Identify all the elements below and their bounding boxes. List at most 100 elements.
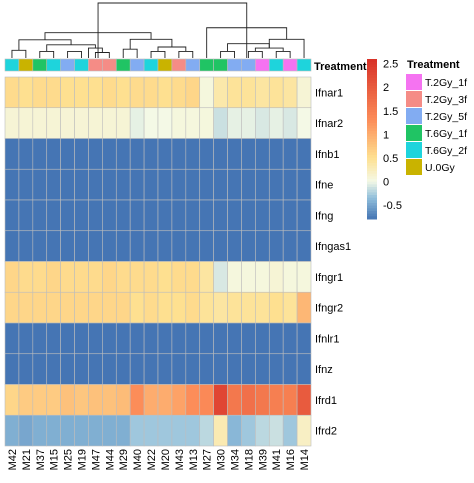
annotation-cell-M13 — [185, 58, 201, 72]
heatmap-cell-Ifrd2-M41 — [268, 414, 284, 447]
color-scale-segment — [367, 93, 377, 97]
heatmap-cell-Ifnar2-M20 — [157, 107, 173, 139]
row-label-Ifrd2: Ifrd2 — [315, 426, 337, 438]
heatmap-cell-Ifngas1-M47 — [88, 230, 103, 262]
row-label-Ifnar1: Ifnar1 — [315, 87, 343, 99]
color-scale-segment — [367, 117, 377, 121]
treatment-legend: T.2Gy_1f T.2Gy_3f T.2Gy_5f T.6Gy_1f T.6Gy_2f… — [406, 74, 467, 175]
heatmap-cell-Ifnz-M14 — [296, 353, 312, 385]
heatmap-cell-Ifng-M41 — [268, 199, 284, 232]
heatmap-cell-Ifngas1-M42 — [4, 230, 20, 262]
heatmap-cell-Ifne-M47 — [88, 168, 103, 201]
heatmap-cell-Ifngas1-M18 — [241, 230, 256, 262]
heatmap-cell-Ifnar1-M15 — [46, 76, 61, 109]
dendrogram-branch — [150, 50, 166, 58]
heatmap-cell-Ifngr1-M14 — [296, 261, 312, 293]
heatmap-cell-Ifngr1-M34 — [227, 261, 242, 293]
heatmap-cell-Ifnar2-M14 — [296, 107, 312, 139]
column-label-M22: M22 — [146, 449, 158, 470]
heatmap-cell-Ifngas1-M13 — [185, 230, 201, 262]
heatmap-cell-Ifrd2-M15 — [46, 414, 61, 447]
heatmap-cell-Ifngr2-M29 — [115, 291, 131, 324]
heatmap-cell-Ifng-M27 — [199, 199, 214, 232]
heatmap-cell-Ifne-M29 — [115, 168, 131, 201]
heatmap-cell-Ifnar1-M19 — [74, 76, 89, 109]
heatmap-cell-Ifnb1-M15 — [46, 138, 61, 170]
heatmap-cell-Ifnz-M37 — [32, 353, 48, 385]
heatmap-cell-Ifne-M25 — [60, 168, 75, 201]
color-scale-segment — [367, 173, 377, 177]
heatmap-cell-Ifnlr1-M18 — [241, 322, 256, 355]
dendrogram-branch — [94, 52, 110, 58]
heatmap-cell-Ifnb1-M16 — [282, 138, 298, 170]
heatmap-cell-Ifnb1-M21 — [18, 138, 34, 170]
dendrogram-branch — [97, 2, 248, 58]
heatmap-cell-Ifrd1-M42 — [4, 384, 20, 416]
heatmap-cell-Ifrd2-M43 — [171, 414, 187, 447]
column-label-M19: M19 — [77, 449, 89, 470]
heatmap-cell-Ifngr1-M18 — [241, 261, 256, 293]
row-label-Ifne: Ifne — [315, 180, 333, 192]
heatmap-cell-Ifnar1-M47 — [88, 76, 103, 109]
heatmap-cell-Ifnb1-M44 — [102, 138, 117, 170]
heatmap-cell-Ifnar2-M21 — [18, 107, 34, 139]
color-scale-segment — [367, 157, 377, 161]
heatmap-cell-Ifngr1-M39 — [255, 261, 270, 293]
heatmap-cell-Ifrd2-M13 — [185, 414, 201, 447]
color-scale-segment — [367, 136, 377, 140]
heatmap-cell-Ifngas1-M22 — [143, 230, 159, 262]
heatmap-cell-Ifngr1-M42 — [4, 261, 20, 293]
heatmap-cell-Ifnb1-M37 — [32, 138, 48, 170]
column-label-M29: M29 — [118, 449, 130, 470]
row-label-Ifnz: Ifnz — [315, 364, 333, 376]
legend-swatch-T.6Gy_2f — [406, 142, 422, 158]
heatmap-cell-Ifnz-M34 — [227, 353, 242, 385]
row-labels: Ifnar1 Ifnar2 Ifnb1 Ifne Ifng Ifngas1 Ifngr1 If… — [315, 87, 351, 437]
heatmap-cell-Ifng-M37 — [32, 199, 48, 232]
heatmap-cell-Ifnlr1-M20 — [157, 322, 173, 355]
heatmap-cell-Ifrd2-M25 — [60, 414, 75, 447]
heatmap-cell-Ifngr1-M20 — [157, 261, 173, 293]
heatmap-cell-Ifng-M30 — [213, 199, 228, 232]
heatmap-cell-Ifngas1-M41 — [268, 230, 284, 262]
heatmap-cell-Ifnb1-M40 — [129, 138, 145, 170]
heatmap-cell-Ifne-M41 — [268, 168, 284, 201]
annotation-cell-M25 — [60, 58, 75, 72]
color-scale-segment — [367, 197, 377, 201]
annotation-cell-M20 — [157, 58, 173, 72]
color-scale-segment — [367, 64, 377, 68]
heatmap-cell-Ifng-M42 — [4, 199, 20, 232]
heatmap-cell-Ifnz-M19 — [74, 353, 89, 385]
dendrogram-branch — [275, 50, 291, 58]
column-label-M44: M44 — [104, 449, 116, 470]
heatmap-cell-Ifng-M29 — [115, 199, 131, 232]
color-scale-segment — [367, 211, 377, 215]
heatmap-cell-Ifnlr1-M16 — [282, 322, 298, 355]
heatmap-cell-Ifng-M16 — [282, 199, 298, 232]
heatmap-cell-Ifng-M15 — [46, 199, 61, 232]
heatmap-cell-Ifngr1-M40 — [129, 261, 145, 293]
heatmap-cell-Ifngas1-M20 — [157, 230, 173, 262]
heatmap-cell-Ifnar1-M43 — [171, 76, 187, 109]
heatmap-cell-Ifrd1-M47 — [88, 384, 103, 416]
heatmap-cell-Ifngr2-M16 — [282, 291, 298, 324]
heatmap-cell-Ifnz-M29 — [115, 353, 131, 385]
heatmap-cell-Ifrd1-M25 — [60, 384, 75, 416]
heatmap-cell-Ifnb1-M30 — [213, 138, 228, 170]
heatmap-cell-Ifngr1-M13 — [185, 261, 201, 293]
heatmap-cell-Ifng-M34 — [227, 199, 242, 232]
color-scale-segment — [367, 85, 377, 89]
heatmap-cell-Ifnar2-M18 — [241, 107, 256, 139]
heatmap-cell-Ifnb1-M42 — [4, 138, 20, 170]
heatmap-cell-Ifnlr1-M34 — [227, 322, 242, 355]
heatmap-cell-Ifnz-M22 — [143, 353, 159, 385]
heatmap-cell-Ifnb1-M29 — [115, 138, 131, 170]
heatmap-cell-Ifne-M42 — [4, 168, 20, 201]
heatmap-cell-Ifrd1-M43 — [171, 384, 187, 416]
heatmap-cell-Ifnlr1-M43 — [171, 322, 187, 355]
color-scale-segment — [367, 171, 377, 175]
heatmap-cell-Ifngr1-M27 — [199, 261, 214, 293]
heatmap-cell-Ifngr2-M39 — [255, 291, 270, 324]
heatmap-cell-Ifnb1-M34 — [227, 138, 242, 170]
heatmap-cell-Ifngas1-M30 — [213, 230, 228, 262]
